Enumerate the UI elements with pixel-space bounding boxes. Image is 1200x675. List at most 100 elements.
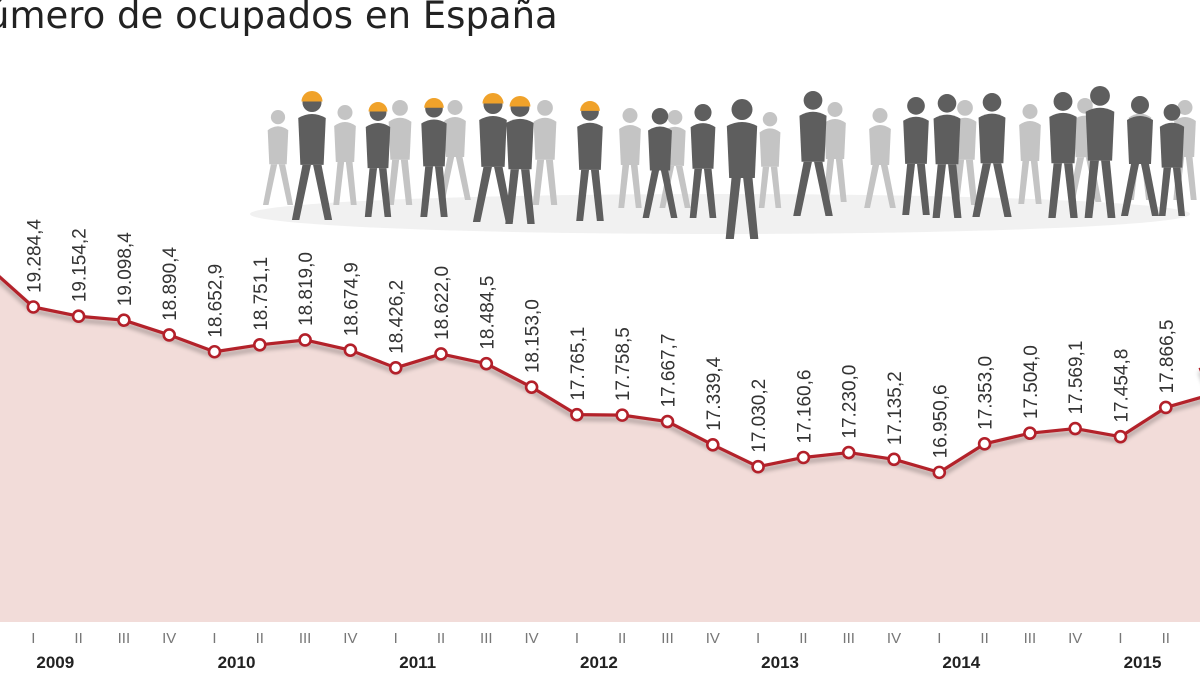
tick-label-quarter: I [937, 630, 941, 647]
person-silhouette [1084, 86, 1116, 218]
tick-label-quarter: II [799, 630, 807, 647]
data-point-2013-III [841, 445, 856, 460]
person-silhouette [1048, 92, 1078, 218]
tick-label-quarter: IV [162, 630, 176, 647]
data-point-2014-II [977, 437, 992, 451]
hard-hat-icon [580, 101, 600, 111]
data-point-2009-II [71, 309, 86, 324]
data-point-2013-II [796, 450, 811, 465]
value-label-2013-I: 17.030,2 [749, 379, 770, 453]
value-label-2014-I: 16.950,6 [930, 384, 951, 458]
value-label-2013-IV: 17.135,2 [885, 371, 906, 445]
person-silhouette [758, 112, 782, 208]
data-point-2012-II [615, 408, 630, 422]
value-label-2010-IV: 18.674,9 [341, 262, 362, 336]
hard-hat-icon [368, 101, 388, 112]
person-silhouette [532, 100, 558, 205]
value-label-2011-III: 18.484,5 [477, 276, 498, 350]
data-point-2012-IV [705, 438, 720, 452]
data-point-2015-I [1113, 429, 1128, 444]
tick-label-quarter: I [212, 630, 216, 647]
tick-label-quarter: IV [1068, 630, 1082, 647]
person-silhouette [864, 108, 896, 208]
value-label-layer: 19.284,4 19.154,2 19.098,4 18.890,4 18.652,9… [24, 219, 1178, 459]
data-point-2009-I [26, 300, 41, 314]
point-marker-layer [26, 300, 1173, 480]
value-label-2009-I: 19.284,4 [24, 219, 45, 293]
data-point-2012-III [660, 414, 675, 429]
person-silhouette [725, 99, 759, 239]
tick-label-quarter: II [618, 630, 626, 647]
person-silhouette [1018, 104, 1042, 204]
data-point-2010-IV [343, 343, 358, 357]
tick-label-quarter: II [74, 630, 82, 647]
tick-label-quarter: II [980, 630, 988, 647]
person-silhouette [1121, 96, 1159, 216]
tick-label-quarter: I [394, 630, 398, 647]
person-silhouette [364, 101, 392, 217]
data-point-2011-IV [524, 380, 539, 394]
chart-title: úmero de ocupados en España [0, 0, 558, 37]
value-label-2010-III: 18.819,0 [296, 252, 317, 326]
value-label-2015-I: 17.454,8 [1112, 349, 1133, 423]
tick-label-quarter: I [1118, 630, 1122, 647]
tick-label-quarter: I [756, 630, 760, 647]
person-silhouette [618, 108, 642, 208]
hard-hat-icon [509, 95, 531, 107]
data-point-2013-IV [887, 452, 901, 467]
person-silhouette [823, 102, 847, 202]
data-point-2010-III [298, 333, 312, 347]
person-silhouette [689, 104, 717, 218]
person-silhouette [902, 97, 930, 215]
person-silhouette [420, 98, 448, 217]
tick-label-quarter: III [842, 630, 855, 647]
data-point-2014-IV [1068, 421, 1082, 436]
data-point-2014-I [932, 465, 947, 480]
hard-hat-icon [301, 91, 323, 102]
value-label-2013-III: 17.230,0 [840, 365, 861, 439]
data-point-2011-I [388, 361, 403, 375]
person-silhouette [972, 93, 1012, 217]
person-silhouette [932, 94, 962, 218]
value-label-2009-II: 19.154,2 [70, 228, 91, 302]
area-fill [0, 277, 1200, 622]
person-silhouette [505, 95, 535, 224]
person-silhouette [642, 108, 678, 218]
tick-label-quarter: I [575, 630, 579, 647]
data-point-2009-III [117, 313, 131, 327]
value-label-2015-II: 17.866,5 [1157, 320, 1178, 394]
tick-label-year-2015: 2015 [1124, 653, 1162, 672]
person-silhouette [387, 100, 413, 205]
value-label-2012-II: 17.758,5 [613, 327, 634, 401]
value-label-2012-IV: 17.339,4 [704, 356, 725, 430]
value-label-2011-I: 18.426,2 [387, 280, 408, 354]
tick-label-quarter: I [31, 630, 35, 647]
value-label-2014-III: 17.504,0 [1021, 345, 1042, 419]
person-silhouette [291, 91, 333, 220]
person-silhouette [576, 101, 604, 221]
value-label-2012-I: 17.765,1 [568, 327, 589, 401]
tick-label-quarter: III [480, 630, 493, 647]
tick-label-quarter: II [256, 630, 264, 647]
tick-label-year-2010: 2010 [218, 653, 256, 672]
x-axis: I II III IV I II III IV I II III IV I II III IV I II III IV… [31, 630, 1170, 672]
value-label-2009-III: 19.098,4 [115, 232, 136, 306]
data-point-2010-II [252, 337, 267, 352]
value-label-2012-III: 17.667,7 [659, 334, 680, 408]
tick-label-year-2013: 2013 [761, 653, 799, 672]
area-fill-layer [0, 277, 1200, 675]
data-point-2013-I [751, 459, 765, 474]
data-point-2012-I [570, 407, 584, 422]
value-label-2013-II: 17.160,6 [794, 370, 815, 444]
data-point-2011-II [434, 347, 448, 361]
value-label-2009-IV: 18.890,4 [160, 247, 181, 321]
tick-label-quarter: IV [525, 630, 539, 647]
data-point-2010-I [207, 344, 222, 359]
tick-label-year-2012: 2012 [580, 653, 618, 672]
tick-label-year-2011: 2011 [399, 653, 436, 672]
data-point-2015-II [1159, 400, 1173, 415]
value-label-2011-II: 18.622,0 [432, 266, 453, 340]
tick-label-year-2009: 2009 [36, 653, 74, 672]
